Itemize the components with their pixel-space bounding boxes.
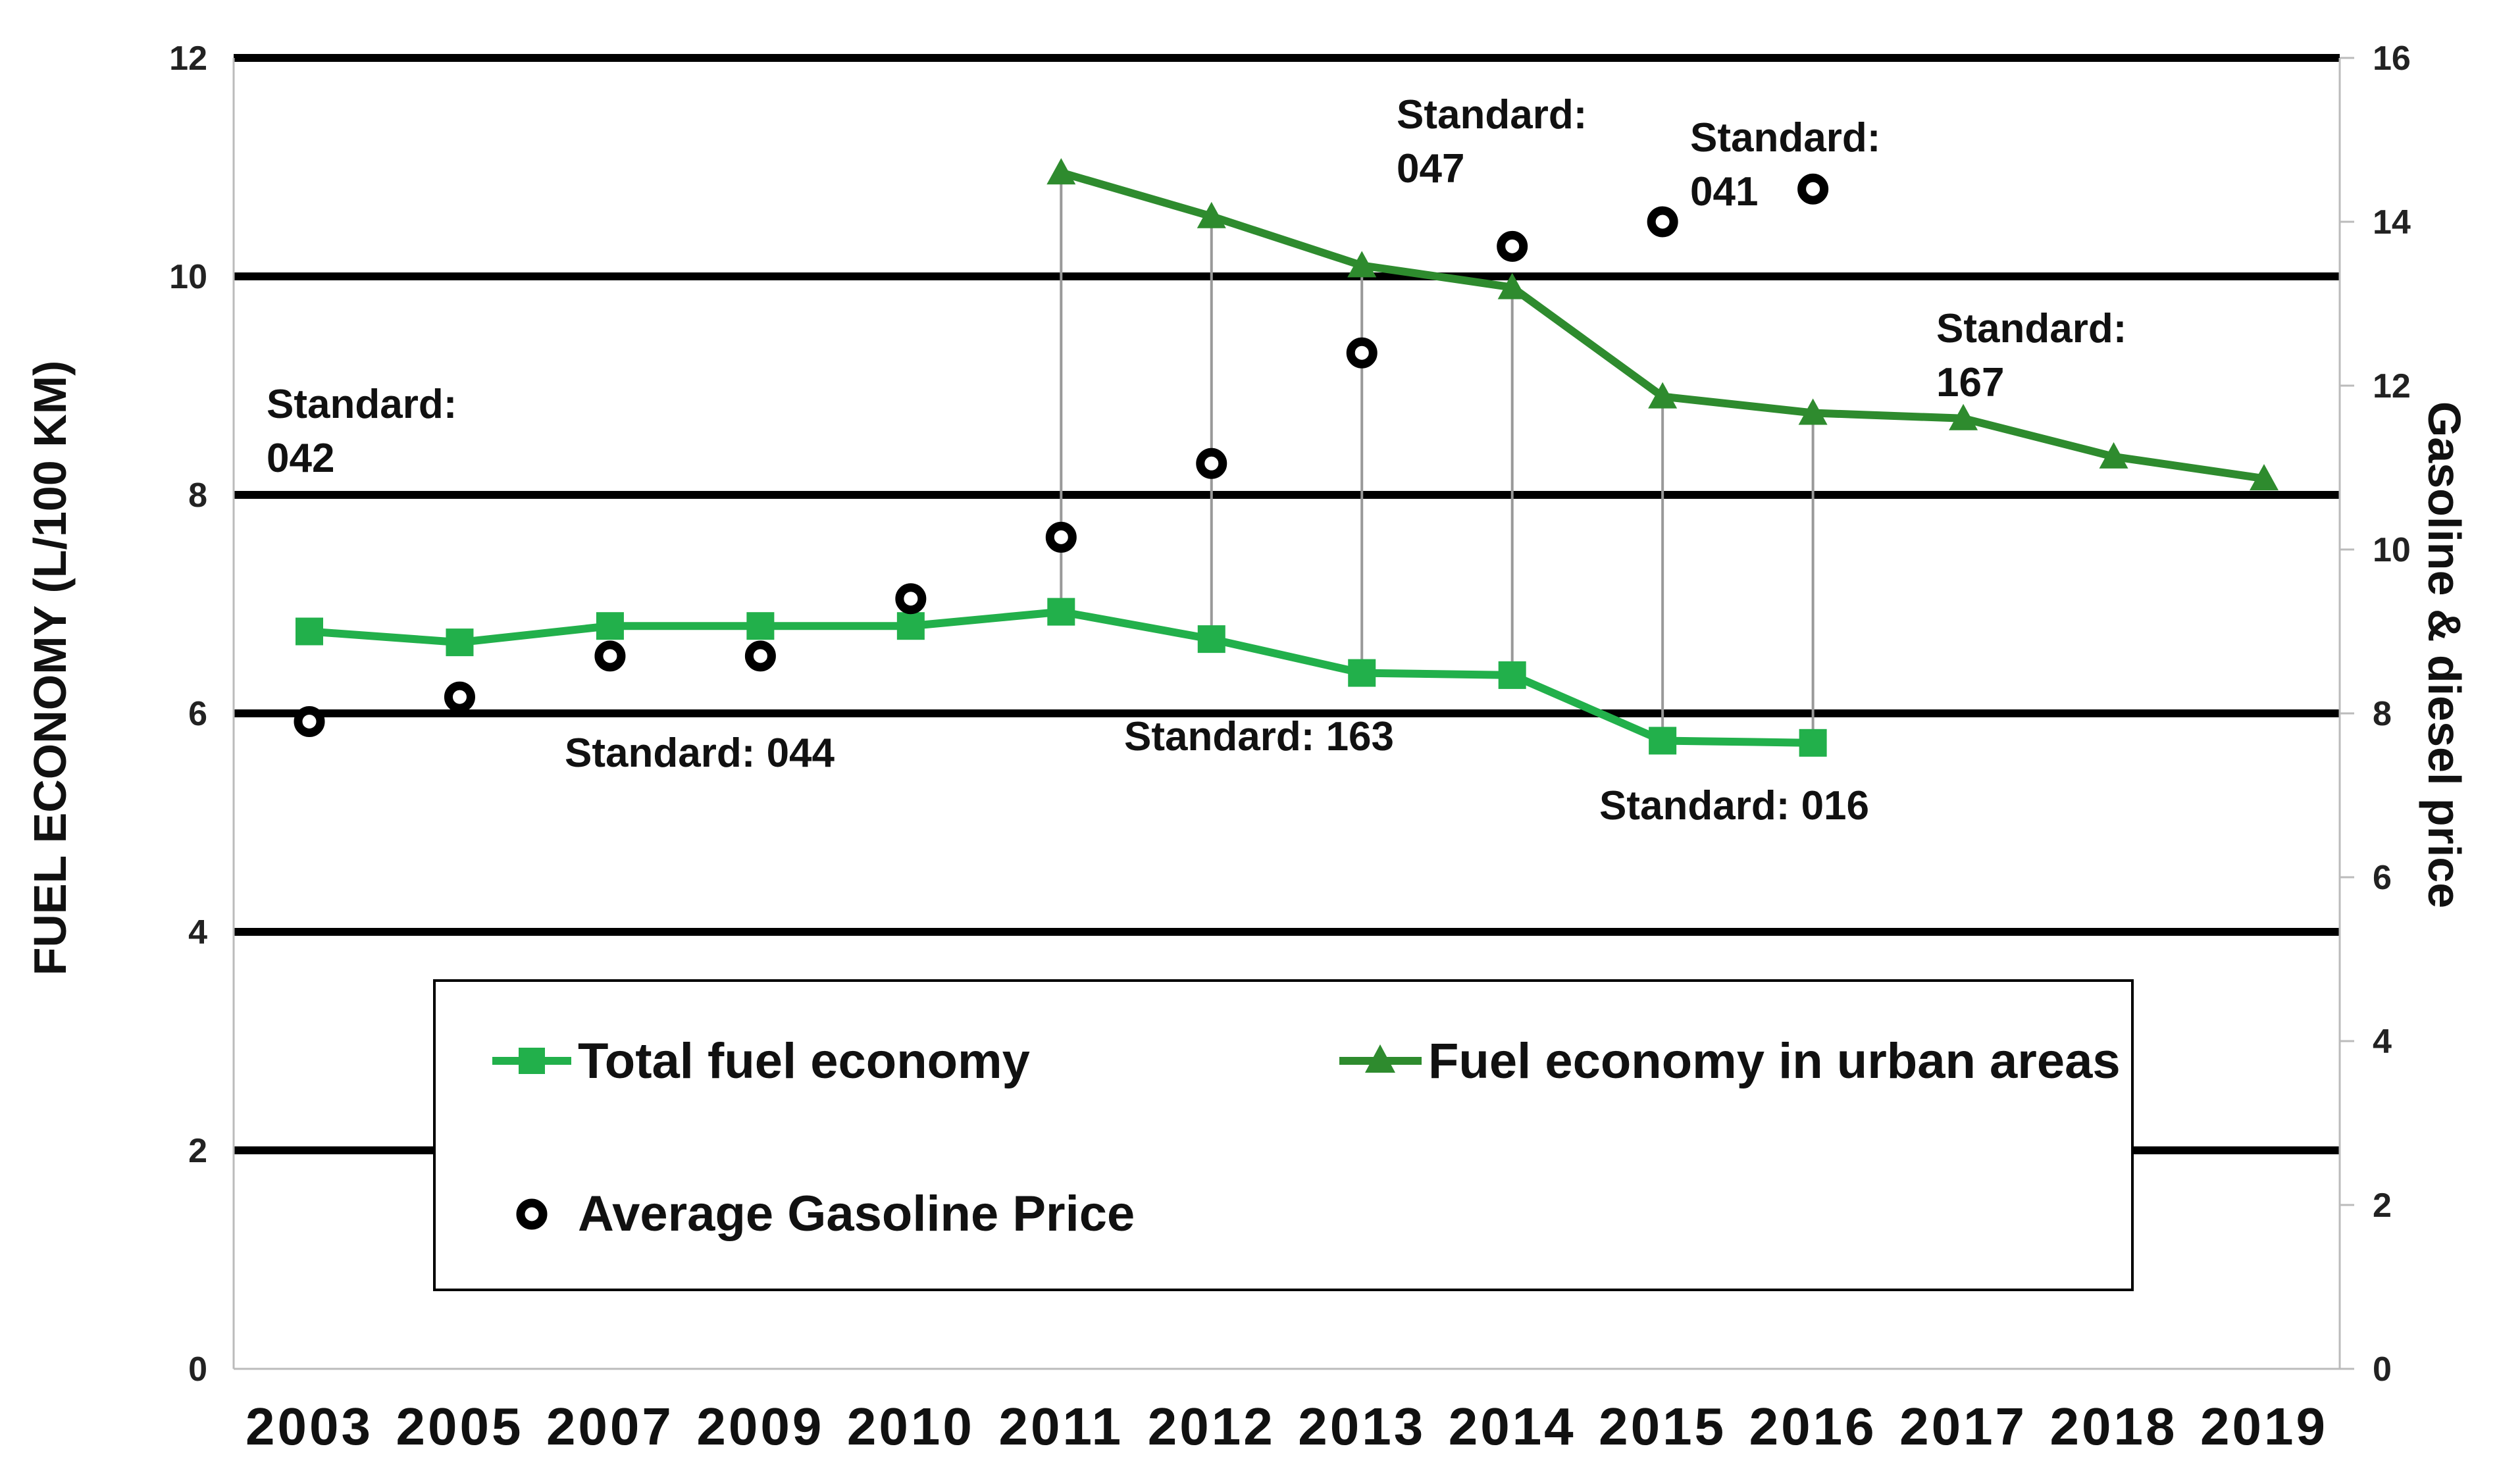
total-point [1799,729,1827,757]
x-tick-label: 2013 [1298,1397,1426,1456]
gasoline-point [1497,230,1528,262]
standard-annotation: Standard: 044 [565,730,835,776]
x-tick-label: 2007 [546,1397,674,1456]
y2-tick-label: 12 [2373,367,2411,405]
urban-point [1347,251,1377,278]
y2-tick-label: 14 [2373,203,2411,242]
urban-point [1046,158,1076,185]
total-point [896,612,925,640]
total-point [1498,661,1526,689]
legend: Total fuel economy Fuel economy in urban… [433,979,2134,1291]
x-tick-label: 2015 [1599,1397,1726,1456]
standard-annotation: Standard: [1397,92,1587,138]
gasoline-point [1647,206,1678,238]
series-line-total [309,607,1813,747]
x-tick-label: 2010 [847,1397,975,1456]
urban-point [1648,382,1678,409]
urban-point [2099,442,2128,469]
gasoline-point [1346,337,1378,369]
x-tick-label: 2014 [1449,1397,1576,1456]
total-point [1047,598,1075,626]
x-tick-label: 2005 [396,1397,523,1456]
standard-annotation: Standard: [267,382,457,427]
total-point [446,628,474,657]
urban-point [2250,464,2279,491]
total-point [746,612,775,640]
gasoline-point [895,583,927,615]
y-tick-label: 0 [188,1350,207,1389]
y2-tick-label: 6 [2373,859,2392,897]
y-tick-label: 8 [188,476,207,515]
y-tick-label: 10 [169,258,207,296]
y2-tick-label: 2 [2373,1187,2392,1225]
x-tick-label: 2019 [2200,1397,2328,1456]
gasoline-point [1797,173,1829,205]
y2-tick-label: 10 [2373,531,2411,569]
x-tick-label: 2011 [999,1397,1124,1456]
gasoline-point [1196,448,1227,479]
urban-point [1798,398,1828,425]
y-tick-label: 12 [169,39,207,78]
y-tick-label: 6 [188,695,207,733]
y2-tick-label: 4 [2373,1023,2392,1061]
legend-marker-urban [1365,1044,1395,1073]
axes [232,57,2354,1370]
x-tick-label: 2018 [2050,1397,2178,1456]
y-tick-label: 4 [188,913,207,952]
annotations: Standard: 042 Standard: 044 Standard: 163 St… [267,92,2126,829]
gasoline-point [294,705,325,737]
standard-annotation: Standard: 016 [1599,783,1869,829]
standard-annotation: 047 [1397,146,1464,192]
gasoline-point [744,640,776,672]
y2-tick-label: 0 [2373,1350,2392,1389]
total-point [1197,625,1225,653]
gasoline-point [594,640,626,672]
y2-axis-title: Gasoline & diesel price [2419,401,2470,908]
legend-label-urban: Fuel economy in urban areas [1428,1033,2121,1089]
urban-point [1197,201,1226,228]
legend-marker-total [519,1048,545,1074]
standard-annotation: 042 [267,436,334,481]
standard-annotation: 167 [1936,360,2004,405]
y2-tick-label: 8 [2373,695,2392,733]
standard-annotation: 041 [1690,169,1758,215]
standard-annotation: Standard: 163 [1124,714,1394,759]
series [294,158,2279,757]
gasoline-point [444,681,475,713]
standard-annotation: Standard: [1690,115,1880,161]
urban-point [1497,272,1527,299]
x-tick-label: 2003 [245,1397,373,1456]
urban-point [1949,403,1978,430]
legend-label-total: Total fuel economy [578,1033,1030,1089]
y-axis-title: FUEL ECONOMY (L/100 KM) [24,361,76,976]
total-point [296,617,323,646]
legend-box [433,979,2134,1291]
standard-annotation: Standard: [1936,306,2126,351]
x-tick-label: 2016 [1749,1397,1877,1456]
x-tick-label: 2017 [1899,1397,2027,1456]
total-point [1348,659,1376,687]
x-tick-label: 2009 [696,1397,824,1456]
y-tick-label: 2 [188,1132,207,1170]
y2-tick-label: 16 [2373,39,2411,78]
total-point [1649,727,1677,755]
legend-label-gasoline: Average Gasoline Price [578,1186,1135,1242]
x-tick-label: 2012 [1148,1397,1275,1456]
gasoline-point [1045,521,1077,553]
tick-labels: 0 2 4 6 8 10 12 0 2 4 6 8 10 12 14 16 2003 2005 2007 2009 20… [169,39,2411,1456]
drop-lines [1060,172,1815,743]
total-point [596,612,624,640]
legend-marker-gasoline [516,1198,548,1230]
